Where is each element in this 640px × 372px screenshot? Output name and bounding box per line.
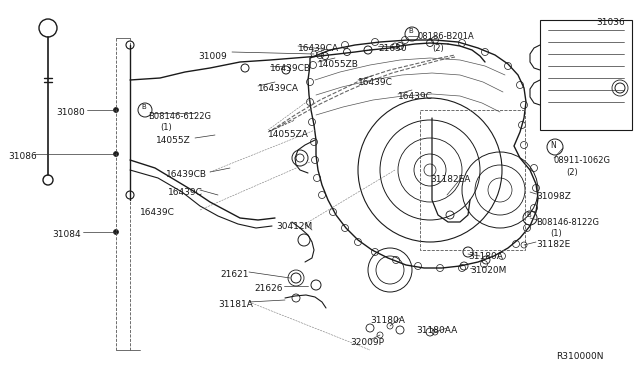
Text: 31098Z: 31098Z (536, 192, 571, 201)
Text: B08146-6122G: B08146-6122G (148, 112, 211, 121)
Text: 31080: 31080 (56, 108, 84, 117)
Text: 21630: 21630 (378, 44, 406, 53)
Text: 32009P: 32009P (350, 338, 384, 347)
Text: 30412M: 30412M (276, 222, 312, 231)
Text: 31181A: 31181A (218, 300, 253, 309)
Text: 08911-1062G: 08911-1062G (554, 156, 611, 165)
Text: 16439C: 16439C (398, 92, 433, 101)
Text: B: B (526, 212, 531, 218)
Text: 31084: 31084 (52, 230, 81, 239)
Text: 31180A: 31180A (370, 316, 405, 325)
Text: 31182EA: 31182EA (430, 175, 470, 184)
Text: 16439CA: 16439CA (298, 44, 339, 53)
Text: 14055Z: 14055Z (156, 136, 191, 145)
Text: 21626: 21626 (254, 284, 282, 293)
Text: B: B (408, 28, 413, 34)
Text: N: N (550, 141, 556, 150)
Text: B: B (141, 104, 146, 110)
Text: 31009: 31009 (198, 52, 227, 61)
Text: B08146-8122G: B08146-8122G (536, 218, 599, 227)
Circle shape (113, 108, 118, 112)
Text: 14055ZA: 14055ZA (268, 130, 309, 139)
Text: 16439C: 16439C (168, 188, 203, 197)
Text: 16439CB: 16439CB (166, 170, 207, 179)
Bar (540, 20, 632, 130)
Text: (2): (2) (566, 168, 578, 177)
Text: 08186-B201A: 08186-B201A (418, 32, 475, 41)
Text: 31182E: 31182E (536, 240, 570, 249)
Text: 31180A: 31180A (468, 252, 503, 261)
Text: 14055ZB: 14055ZB (318, 60, 359, 69)
Text: (1): (1) (160, 123, 172, 132)
Text: 31086: 31086 (8, 152, 36, 161)
Text: R310000N: R310000N (556, 352, 604, 361)
Circle shape (113, 151, 118, 157)
Circle shape (113, 230, 118, 234)
Bar (420, 110, 525, 250)
Text: 16439CA: 16439CA (258, 84, 299, 93)
Text: (2): (2) (432, 44, 444, 53)
Text: 31180AA: 31180AA (416, 326, 457, 335)
Text: 16439CB: 16439CB (270, 64, 311, 73)
Text: 31036: 31036 (596, 18, 625, 27)
Text: 31020M: 31020M (470, 266, 506, 275)
Text: 21621: 21621 (220, 270, 248, 279)
Text: (1): (1) (550, 229, 562, 238)
Text: 16439C: 16439C (140, 208, 175, 217)
Text: 16439C: 16439C (358, 78, 393, 87)
